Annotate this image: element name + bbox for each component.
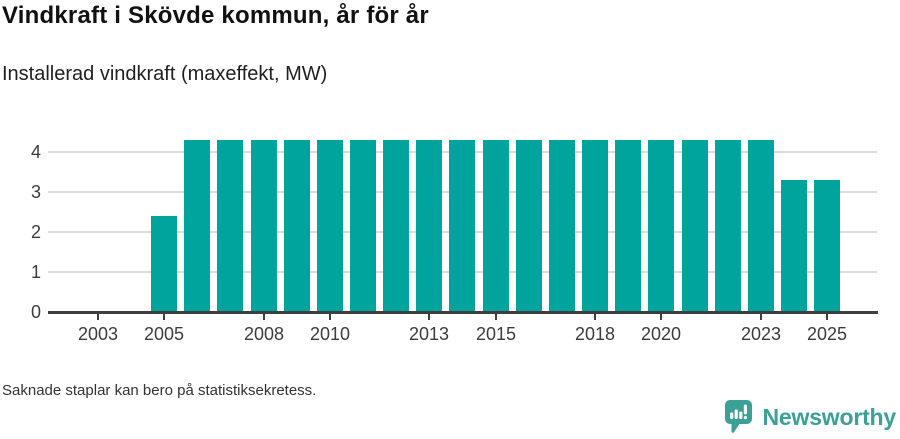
bar-2024 (781, 180, 807, 312)
bar-2015 (483, 140, 509, 312)
x-axis-tick-2023 (760, 314, 762, 320)
x-axis-line (48, 311, 878, 314)
x-axis-tick-2013 (428, 314, 430, 320)
y-axis-label-3: 3 (30, 182, 41, 202)
newsworthy-logo-icon (724, 400, 752, 433)
bar-2022 (715, 140, 741, 312)
bar-2021 (682, 140, 708, 312)
x-axis-label-2008: 2008 (243, 324, 285, 344)
x-axis-tick-2020 (660, 314, 662, 320)
x-axis-tick-2003 (97, 314, 99, 320)
footnote: Saknade staplar kan bero på statistiksek… (2, 382, 317, 399)
bar-2019 (615, 140, 641, 312)
x-axis-tick-2018 (594, 314, 596, 320)
chart-subtitle: Installerad vindkraft (maxeffekt, MW) (2, 63, 328, 85)
x-axis-label-2013: 2013 (408, 324, 450, 344)
newsworthy-brand-text: Newsworthy (762, 404, 897, 430)
bar-2005 (151, 216, 177, 312)
bar-2007 (217, 140, 243, 312)
bar-chart-plot: 0 1 2 3 4 2003 2005 2008 2010 2013 2015 2018 2020 202… (30, 140, 878, 344)
x-axis-tick-2015 (495, 314, 497, 320)
bar-2016 (516, 140, 542, 312)
bar-2020 (648, 140, 674, 312)
bar-2014 (449, 140, 475, 312)
bar-2025 (814, 180, 840, 312)
bar-2017 (549, 140, 575, 312)
x-axis-label-2003: 2003 (77, 324, 119, 344)
x-axis-label-2005: 2005 (143, 324, 185, 344)
x-axis-tick-2005 (163, 314, 165, 320)
newsworthy-brand: Newsworthy (723, 400, 896, 434)
y-axis-label-0: 0 (30, 302, 41, 322)
chart-title: Vindkraft i Skövde kommun, år för år (2, 2, 429, 29)
bar-2009 (284, 140, 310, 312)
bar-2010 (317, 140, 343, 312)
y-axis-label-1: 1 (30, 262, 41, 282)
bar-2006 (184, 140, 210, 312)
bar-2018 (582, 140, 608, 312)
bar-2013 (416, 140, 442, 312)
x-axis-tick-2010 (329, 314, 331, 320)
x-axis-label-2025: 2025 (806, 324, 848, 344)
x-axis-tick-2025 (826, 314, 828, 320)
bar-2008 (251, 140, 277, 312)
bar-2012 (383, 140, 409, 312)
x-axis-label-2020: 2020 (640, 324, 682, 344)
y-axis-label-2: 2 (30, 222, 41, 242)
x-axis-label-2015: 2015 (475, 324, 517, 344)
x-axis-label-2010: 2010 (309, 324, 351, 344)
y-axis-label-4: 4 (30, 142, 41, 162)
bar-2011 (350, 140, 376, 312)
x-axis-tick-2008 (263, 314, 265, 320)
x-axis-label-2023: 2023 (740, 324, 782, 344)
bar-2023 (748, 140, 774, 312)
x-axis-label-2018: 2018 (574, 324, 616, 344)
